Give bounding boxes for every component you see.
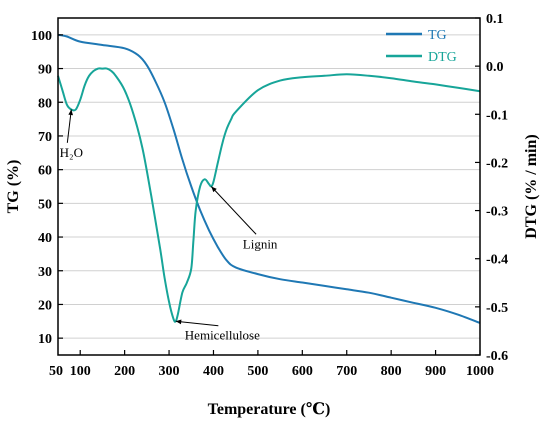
annotation-arrow	[210, 186, 257, 235]
y-left-tick-label: 60	[38, 164, 52, 179]
y-left-tick-label: 90	[38, 63, 52, 78]
annotation-arrowhead	[211, 186, 217, 193]
grid-lines	[58, 34, 480, 339]
annotation-label: H₂O	[60, 145, 83, 160]
plot-frame	[57, 17, 481, 356]
x-axis-title: Temperature (℃)	[208, 401, 331, 418]
tick-labels: 100 200 300 400 500 600 700 800 900 1000 50 10 20 30 4…	[31, 12, 508, 379]
x-tick-label: 200	[114, 364, 135, 379]
y-left-tick-label: 30	[38, 265, 52, 280]
y-right-tick-label: -0.4	[486, 253, 508, 268]
y-right-tick-label: -0.1	[486, 108, 508, 123]
y-left-tick-label: 70	[38, 130, 52, 145]
annotation-arrow	[66, 109, 72, 143]
annotation-arrow	[175, 320, 219, 327]
y-left-tick-label: 50	[38, 197, 52, 212]
x-tick-label: 1000	[466, 364, 494, 379]
x-tick-label: 100	[70, 364, 91, 379]
y-right-tick-label: 0.0	[486, 60, 504, 75]
y-left-tick-label: 10	[38, 332, 52, 347]
legend-label-tg: TG	[428, 28, 447, 43]
y-right-tick-label: -0.3	[486, 205, 508, 220]
y-left-tick-label: 100	[31, 29, 52, 44]
x-tick-label: 600	[292, 364, 313, 379]
y-left-tick-label: 20	[38, 298, 52, 313]
x-tick-label: 500	[247, 364, 268, 379]
x-tick-label: 900	[425, 364, 446, 379]
y-right-tick-label: -0.5	[486, 301, 508, 316]
y-axis-right-title: DTG (% / min)	[523, 134, 540, 238]
annotation-arrowhead	[68, 109, 73, 116]
annotation-label: Lignin	[243, 236, 278, 251]
y-right-tick-label: -0.2	[486, 156, 508, 171]
annotations: H₂O Lignin Hemicellulose	[60, 109, 278, 343]
annotation-label: Hemicellulose	[185, 328, 260, 343]
x-tick-label: 300	[159, 364, 180, 379]
annotation-arrowhead	[175, 319, 182, 325]
y-right-tick-label: 0.1	[486, 12, 504, 27]
x-tick-label: 50	[49, 364, 63, 379]
y-axis-left-title: TG (%)	[5, 160, 22, 214]
legend: TG DTG	[386, 28, 457, 65]
legend-label-dtg: DTG	[428, 50, 457, 65]
y-left-tick-label: 80	[38, 96, 52, 111]
x-tick-label: 800	[381, 364, 402, 379]
series-line-tg	[57, 33, 481, 324]
x-tick-label: 400	[203, 364, 224, 379]
x-tick-label: 700	[336, 364, 357, 379]
y-left-tick-label: 40	[38, 231, 52, 246]
series-line-dtg	[57, 67, 481, 323]
series-lines	[57, 33, 481, 324]
y-right-tick-label: -0.6	[486, 349, 508, 364]
